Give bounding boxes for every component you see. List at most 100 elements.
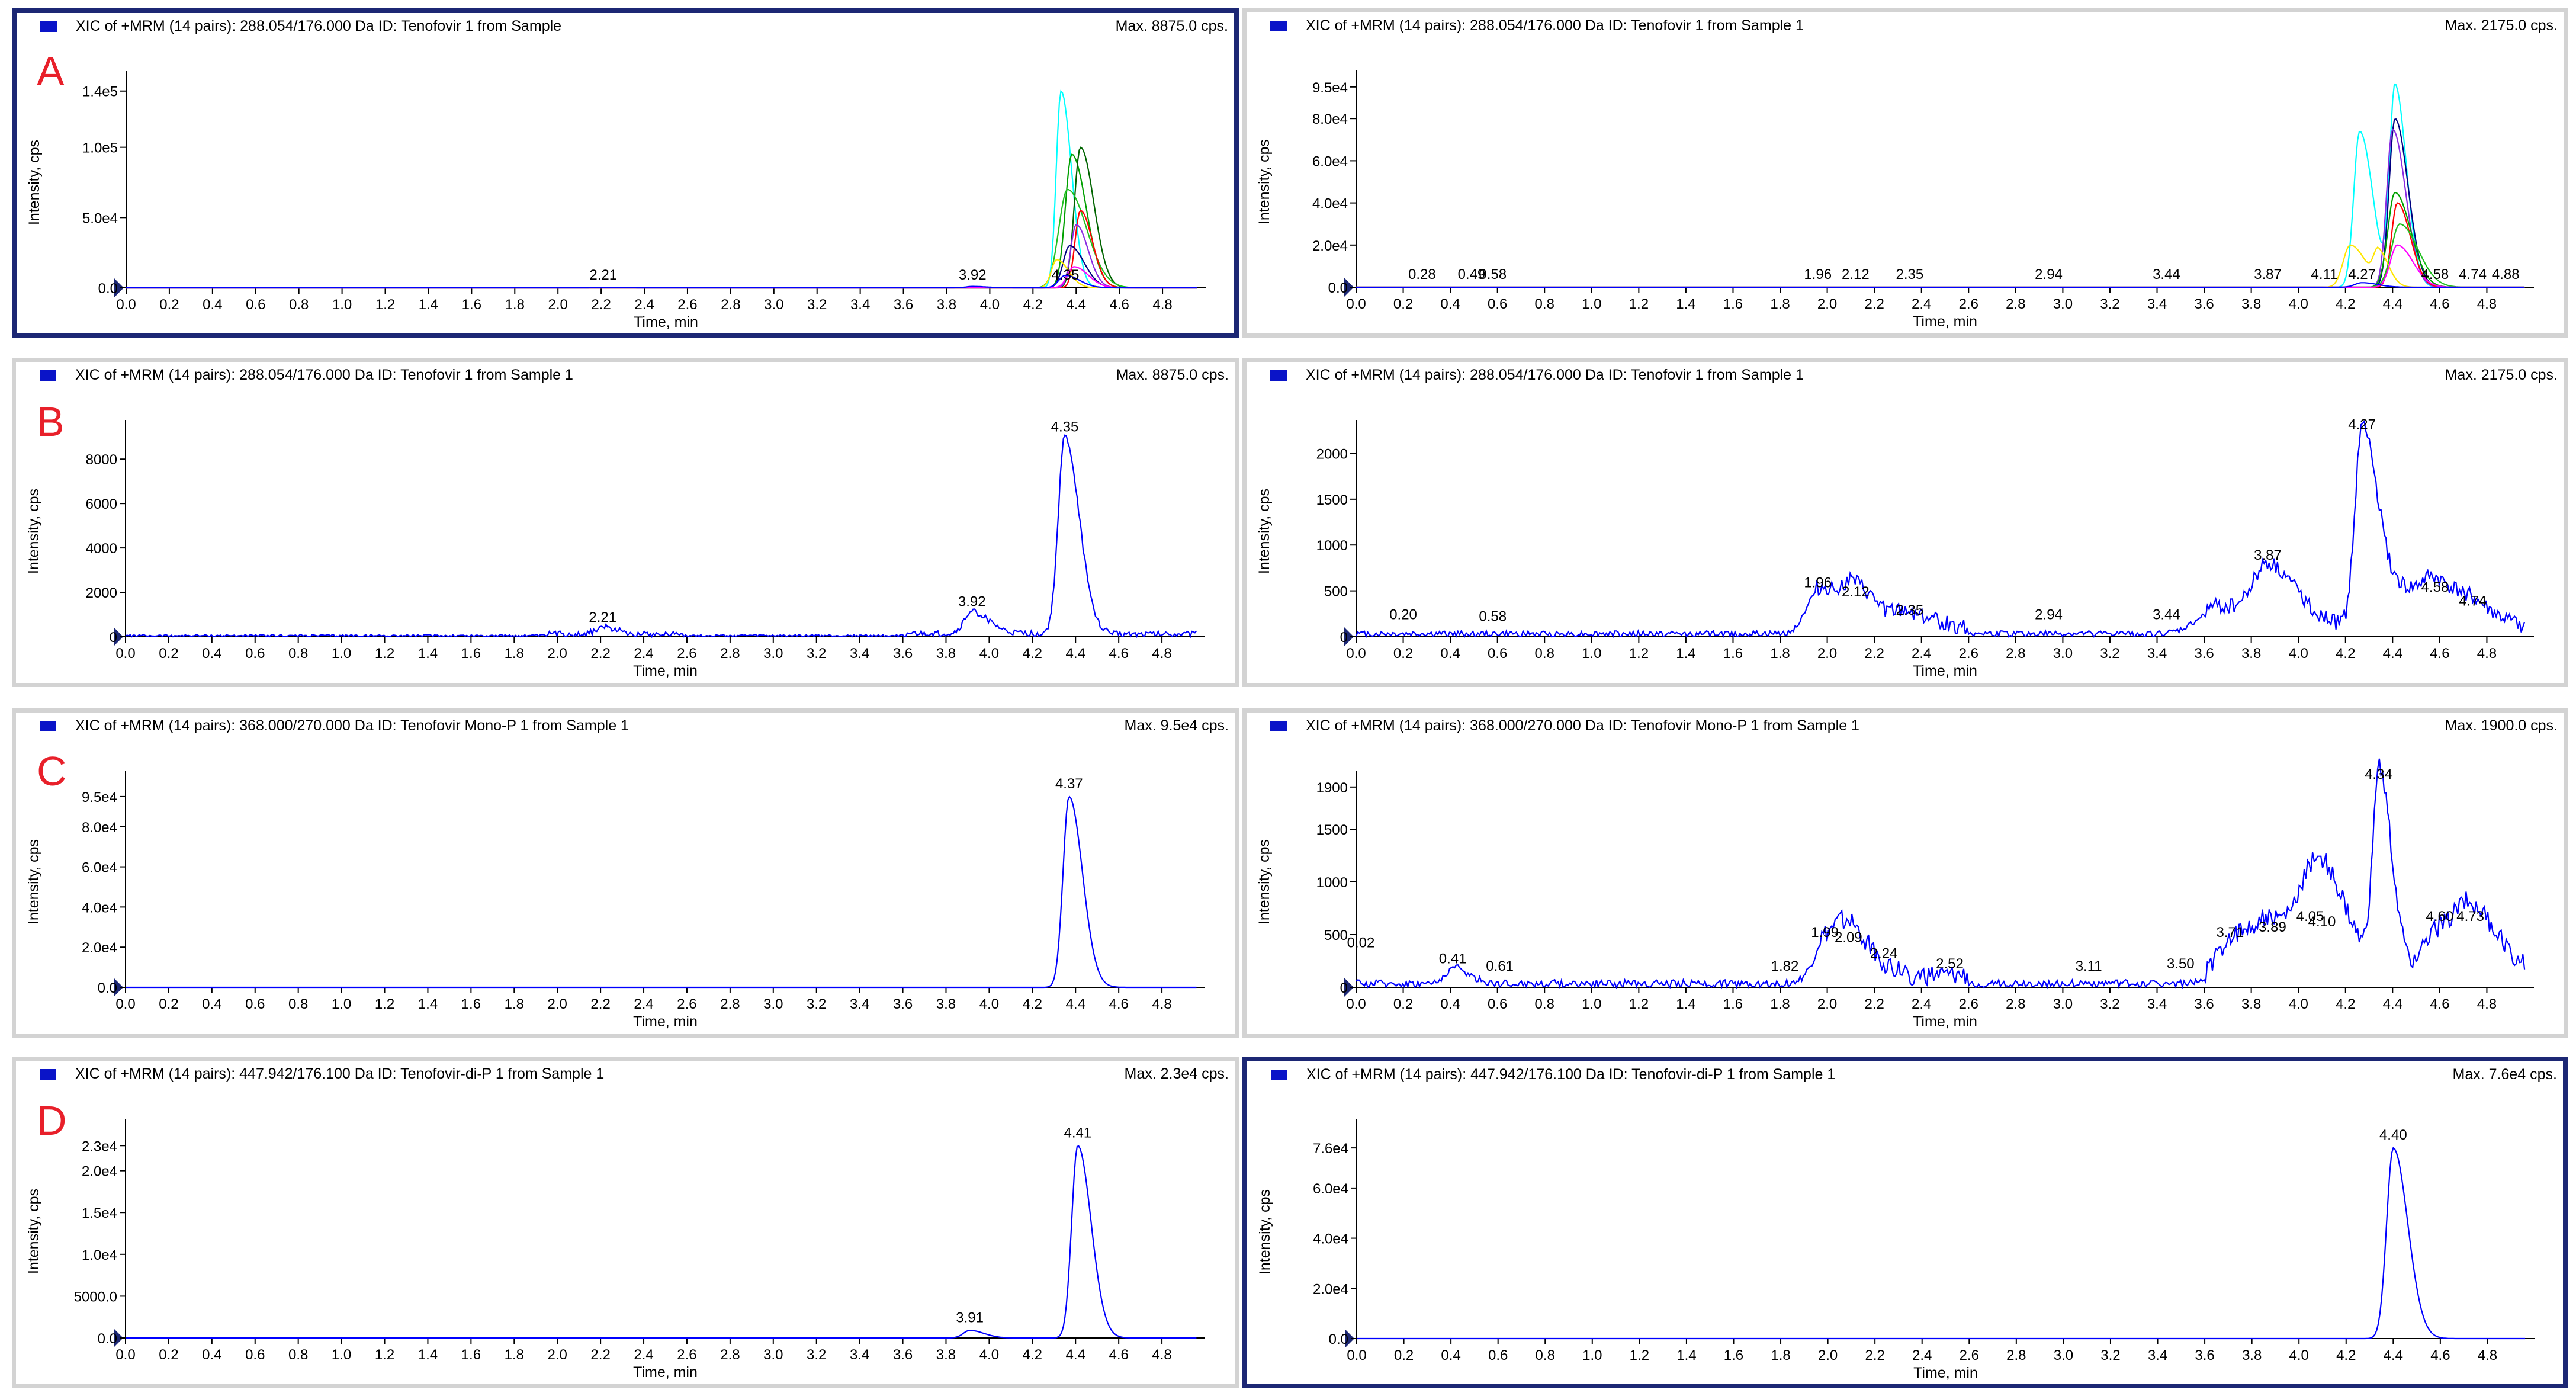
x-tick-label: 2.0	[1818, 1347, 1838, 1363]
trace-icon[interactable]	[40, 370, 56, 381]
x-tick-label: 1.2	[1629, 296, 1649, 312]
x-tick-label: 3.6	[2194, 646, 2214, 662]
y-tick-label: 9.5e4	[1312, 80, 1348, 96]
x-tick-label: 3.4	[850, 996, 869, 1012]
x-tick-label: 1.8	[1770, 996, 1790, 1012]
chart-panel-d-right[interactable]: XIC of +MRM (14 pairs): 447.942/176.100 …	[1242, 1057, 2568, 1388]
x-tick-label: 2.8	[2006, 1347, 2026, 1363]
panel-title: XIC of +MRM (14 pairs): 447.942/176.100 …	[1306, 1066, 1836, 1083]
trace-icon[interactable]	[40, 1069, 56, 1080]
x-tick-label: 0.4	[202, 646, 221, 662]
x-tick-label: 4.6	[2430, 1347, 2450, 1363]
trace-line	[1355, 420, 2526, 638]
panel-max-intensity: Max. 1900.0 cps.	[2445, 717, 2558, 734]
peak-label: 3.11	[2076, 958, 2102, 974]
x-tick-label: 3.2	[807, 1347, 826, 1363]
x-tick-label: 3.0	[2053, 996, 2073, 1012]
x-tick-label: 4.4	[2383, 646, 2402, 662]
y-tick-label: 8000	[86, 452, 117, 468]
x-tick-label: 2.6	[1960, 1347, 1979, 1363]
x-tick-label: 4.8	[1152, 297, 1172, 313]
peak-label: 4.35	[1052, 267, 1080, 283]
x-tick-label: 1.2	[375, 646, 394, 662]
x-tick-label: 4.6	[2430, 996, 2449, 1012]
x-tick-label: 3.4	[2147, 996, 2167, 1012]
x-tick-label: 0.8	[289, 297, 309, 313]
x-tick-label: 1.2	[1630, 1347, 1649, 1363]
y-tick-label: 0.0	[98, 980, 117, 996]
trace-icon[interactable]	[1270, 721, 1287, 731]
chart-panel-d-left[interactable]: XIC of +MRM (14 pairs): 447.942/176.100 …	[12, 1057, 1239, 1388]
trace-icon[interactable]	[40, 21, 57, 32]
x-tick-label: 2.4	[634, 297, 654, 313]
trace-icon[interactable]	[1270, 21, 1287, 31]
x-tick-label: 1.0	[332, 297, 352, 313]
peak-label: 3.87	[2254, 267, 2282, 283]
y-tick-label: 4.0e4	[1313, 1231, 1348, 1247]
x-tick-label: 0.2	[1393, 646, 1413, 662]
chart-panel-c-right[interactable]: XIC of +MRM (14 pairs): 368.000/270.000 …	[1242, 708, 2568, 1038]
x-tick-label: 4.8	[1152, 646, 1171, 662]
peak-label: 0.49	[1458, 267, 1486, 283]
trace-line	[126, 223, 1197, 289]
y-tick-label: 2000	[86, 585, 117, 601]
x-tick-label: 0.6	[245, 646, 265, 662]
peak-label: 2.35	[1896, 267, 1923, 283]
y-tick-label: 8.0e4	[1312, 111, 1348, 127]
x-tick-label: 1.0	[1582, 1347, 1602, 1363]
panel-title: XIC of +MRM (14 pairs): 447.942/176.100 …	[75, 1066, 605, 1082]
x-tick-label: 1.0	[332, 1347, 351, 1363]
peak-label: 2.94	[2035, 267, 2063, 283]
x-tick-label: 2.6	[677, 297, 697, 313]
peak-label: 4.37	[1055, 776, 1083, 792]
x-tick-label: 3.0	[2053, 646, 2073, 662]
x-tick-label: 4.2	[1023, 646, 1042, 662]
panel-title: XIC of +MRM (14 pairs): 288.054/176.000 …	[1306, 17, 1804, 34]
y-tick-label: 2.0e4	[82, 1164, 117, 1180]
x-tick-label: 2.0	[548, 1347, 567, 1363]
trace-line	[126, 189, 1197, 289]
chart-panel-a-left[interactable]: XIC of +MRM (14 pairs): 288.054/176.000 …	[12, 8, 1239, 338]
chart-panel-c-left[interactable]: XIC of +MRM (14 pairs): 368.000/270.000 …	[12, 708, 1239, 1038]
x-tick-label: 3.6	[893, 996, 913, 1012]
x-tick-label: 0.2	[159, 1347, 178, 1363]
peak-label: 4.58	[2421, 579, 2449, 595]
y-tick-label: 6.0e4	[1312, 153, 1348, 169]
x-tick-label: 1.0	[1582, 646, 1601, 662]
peak-label: 1.82	[1771, 958, 1799, 974]
chart-panel-a-right[interactable]: XIC of +MRM (14 pairs): 288.054/176.000 …	[1242, 8, 2568, 338]
chart-svg: 0.0 0.2 0.4 0.6 0.8 1.0 1.2 1.4 1.6 1.8 2.0 2.2 2.4 2…	[1256, 70, 2534, 330]
x-axis-label: Time, min	[1913, 663, 1977, 679]
trace-line	[126, 266, 1197, 289]
x-tick-label: 1.4	[418, 996, 438, 1012]
x-tick-label: 0.2	[159, 297, 179, 313]
x-tick-label: 2.0	[548, 646, 567, 662]
peak-label: 1.96	[1804, 267, 1832, 283]
panel-max-intensity: Max. 2175.0 cps.	[2445, 17, 2558, 34]
chart-panel-b-left[interactable]: XIC of +MRM (14 pairs): 288.054/176.000 …	[12, 358, 1239, 687]
trace-icon[interactable]	[1271, 1070, 1287, 1080]
x-tick-label: 1.6	[462, 297, 481, 313]
x-tick-label: 3.4	[850, 297, 870, 313]
x-tick-label: 1.8	[1770, 296, 1790, 312]
x-tick-label: 4.8	[2477, 296, 2497, 312]
panel-letter-b: B	[37, 399, 65, 445]
x-tick-label: 3.8	[937, 297, 956, 313]
chart-panel-b-right[interactable]: XIC of +MRM (14 pairs): 288.054/176.000 …	[1242, 358, 2568, 687]
y-tick-label: 2000	[1316, 446, 1348, 462]
y-axis-label: Intensity, cps	[25, 1189, 42, 1274]
x-tick-label: 0.6	[246, 297, 265, 313]
peak-label: 4.27	[2348, 416, 2376, 432]
peak-label: 0.02	[1347, 935, 1375, 951]
x-tick-label: 2.4	[1912, 1347, 1932, 1363]
x-tick-label: 1.6	[461, 996, 481, 1012]
trace-line	[1356, 282, 2525, 288]
y-tick-label: 1900	[1316, 780, 1348, 796]
y-tick-label: 2.0e4	[82, 940, 117, 956]
x-tick-label: 0.0	[115, 646, 135, 662]
trace-icon[interactable]	[40, 721, 56, 731]
x-tick-label: 2.8	[720, 996, 740, 1012]
x-tick-label: 4.8	[2477, 646, 2497, 662]
trace-icon[interactable]	[1270, 370, 1287, 381]
x-tick-label: 3.2	[2100, 646, 2119, 662]
